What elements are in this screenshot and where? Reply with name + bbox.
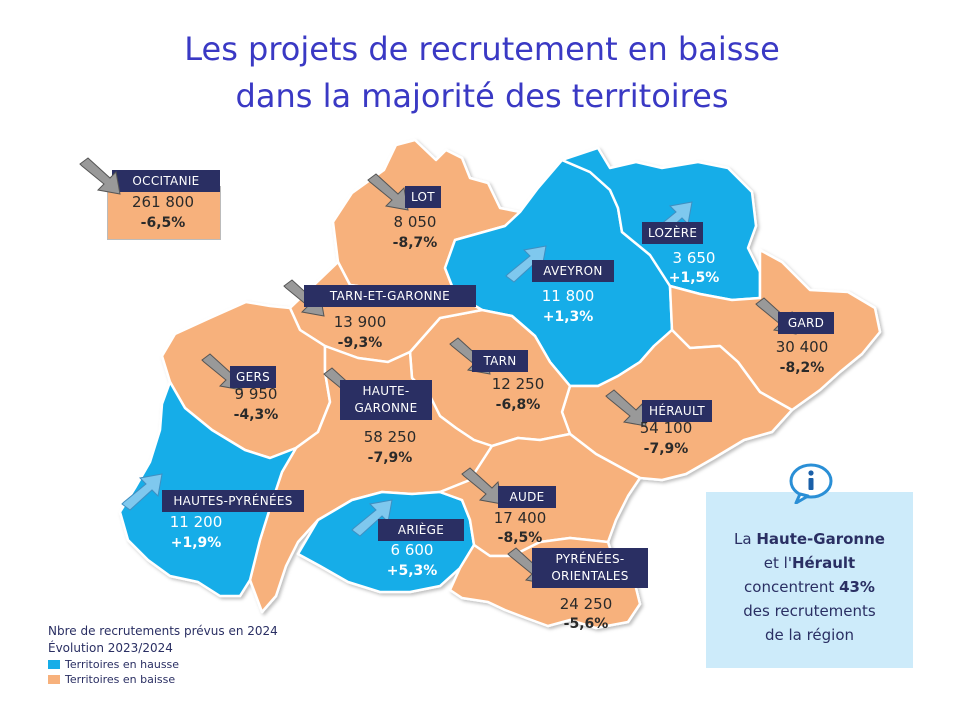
occitanie-label: OCCITANIE: [112, 170, 220, 192]
lot-change: -8,7%: [392, 235, 438, 251]
lozere-value: 3 650: [672, 249, 716, 267]
region-hautes-pyrenees: [118, 380, 298, 598]
arrow-up-icon: [121, 473, 163, 511]
lozere-label: LOZÈRE: [642, 222, 704, 244]
gard-value: 30 400: [775, 338, 829, 356]
legend-baisse-text: Territoires en baisse: [65, 673, 176, 686]
arrow-up-icon: [351, 499, 393, 537]
aude-change: -8,5%: [497, 530, 543, 546]
aveyron-value: 11 800: [541, 287, 595, 305]
ariege-change: +5,3%: [386, 563, 438, 579]
occitanie-value: 261 800: [131, 193, 195, 211]
tarn-et-garonne-change: -9,3%: [337, 335, 383, 351]
occitanie-summary-box: [107, 186, 221, 240]
arrow-down-icon: [367, 173, 409, 211]
legend-line-2: Évolution 2023/2024: [48, 641, 173, 655]
tarn-et-garonne-label: TARN-ET-GARONNE: [304, 285, 476, 307]
haute-garonne-label-line-1: HAUTE-: [362, 384, 410, 398]
haute-garonne-label: HAUTE- GARONNE: [340, 380, 432, 420]
info-percentage: 43%: [839, 578, 875, 596]
legend-hausse-text: Territoires en hausse: [65, 658, 180, 671]
info-herault: Hérault: [791, 554, 856, 572]
pyrenees-orientales-label-line-2: ORIENTALES: [551, 569, 629, 583]
aude-value: 17 400: [493, 509, 547, 527]
lozere-change: +1,5%: [668, 270, 720, 286]
legend-baisse: Territoires en baisse: [48, 672, 278, 687]
gard-change: -8,2%: [779, 360, 825, 376]
pyrenees-orientales-label-line-1: PYRÉNÉES-: [555, 552, 625, 566]
hautes-pyrenees-label: HAUTES-PYRÉNÉES: [162, 490, 304, 512]
pyrenees-orientales-label: PYRÉNÉES- ORIENTALES: [532, 548, 648, 588]
info-line-5: de la région: [764, 626, 855, 644]
page-title: Les projets de recrutement en baisse dan…: [0, 26, 964, 120]
gers-value: 9 950: [234, 385, 278, 403]
aveyron-label: AVEYRON: [532, 260, 614, 282]
legend-hausse-swatch: [48, 660, 60, 669]
arrow-up-icon: [505, 245, 547, 283]
pyrenees-orientales-change: -5,6%: [563, 616, 609, 632]
arrow-down-icon: [79, 157, 121, 195]
hautes-pyrenees-value: 11 200: [169, 513, 223, 531]
info-line-3-text: concentrent: [744, 578, 840, 596]
info-line-4: des recrutements: [743, 602, 876, 620]
haute-garonne-label-line-2: GARONNE: [354, 401, 418, 415]
info-line-2-text: et l': [763, 554, 792, 572]
title-line-1: Les projets de recrutement en baisse: [184, 30, 780, 68]
info-line-2: et l'Hérault: [706, 552, 913, 574]
gers-label: GERS: [230, 366, 277, 388]
tarn-et-garonne-value: 13 900: [333, 313, 387, 331]
herault-change: -7,9%: [643, 441, 689, 457]
lot-label: LOT: [405, 186, 441, 208]
aveyron-change: +1,3%: [542, 309, 594, 325]
aude-label: AUDE: [498, 486, 556, 508]
tarn-change: -6,8%: [495, 397, 541, 413]
hautes-pyrenees-change: +1,9%: [170, 535, 222, 551]
info-box: [706, 492, 913, 668]
legend-line-1: Nbre de recrutements prévus en 2024: [48, 624, 278, 638]
ariege-value: 6 600: [390, 541, 434, 559]
lot-value: 8 050: [393, 213, 437, 231]
herault-label: HÉRAULT: [642, 400, 712, 422]
gard-label: GARD: [778, 312, 834, 334]
legend-baisse-swatch: [48, 675, 60, 684]
tarn-label: TARN: [472, 350, 528, 372]
gers-change: -4,3%: [233, 407, 279, 423]
legend-hausse: Territoires en hausse: [48, 657, 278, 672]
tarn-value: 12 250: [491, 375, 545, 393]
info-haute-garonne: Haute-Garonne: [756, 530, 885, 548]
haute-garonne-value: 58 250: [363, 428, 417, 446]
occitanie-change: -6,5%: [140, 215, 186, 231]
legend: Nbre de recrutements prévus en 2024 Évol…: [48, 623, 278, 687]
herault-value: 54 100: [639, 419, 693, 437]
haute-garonne-change: -7,9%: [367, 450, 413, 466]
arrow-down-icon: [605, 389, 647, 427]
pyrenees-orientales-value: 24 250: [559, 595, 613, 613]
info-line-3: concentrent 43%: [706, 576, 913, 598]
info-line-1-text: La: [734, 530, 757, 548]
info-icon: [789, 463, 833, 504]
title-line-2: dans la majorité des territoires: [235, 77, 729, 115]
ariege-label: ARIÈGE: [378, 519, 464, 541]
info-line-1: La Haute-Garonne: [706, 528, 913, 550]
